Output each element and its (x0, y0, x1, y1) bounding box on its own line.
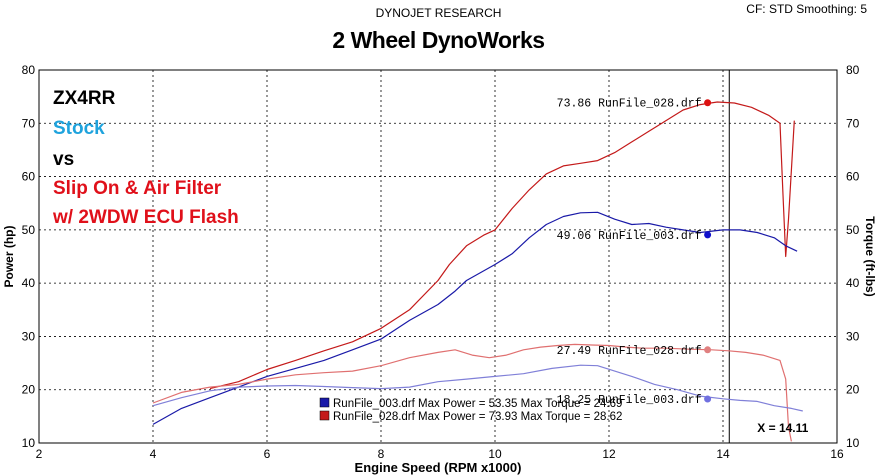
chart-title: 2 Wheel DynoWorks (332, 27, 545, 53)
point-label: 73.86 RunFile_028.drf (557, 98, 702, 111)
series-lines (152, 101, 803, 442)
y-tick-label-left: 30 (22, 329, 36, 343)
x-tick-label: 2 (36, 447, 43, 461)
y-tick-label-left: 70 (22, 116, 36, 130)
legend-swatch (319, 397, 330, 408)
legend: RunFile_003.drf Max Power = 53.35 Max To… (319, 397, 622, 423)
annotation-mods: Slip On & Air Filter (53, 178, 222, 199)
x-tick-label: 12 (602, 447, 616, 461)
series-torque-runfile-028-drf (152, 343, 792, 442)
point-labels: 73.86 RunFile_028.drf 49.06 RunFile_003.d… (557, 98, 702, 407)
annotation-ecu-flash: w/ 2WDW ECU Flash (53, 207, 239, 228)
run-marker (704, 346, 712, 354)
series-power-runfile-003-drf (152, 211, 798, 425)
run-marker (704, 395, 712, 403)
annotation-stock: Stock (53, 118, 105, 139)
y-tick-label-right: 60 (846, 170, 860, 184)
y-tick-label-right: 50 (846, 223, 860, 237)
point-label: 18.25 RunFile_003.drf (557, 394, 702, 407)
y-tick-label-right: 70 (846, 116, 860, 130)
y-tick-label-right: 80 (846, 63, 860, 77)
y-tick-label-right: 20 (846, 383, 860, 397)
cursor-readout: X = 14.11 (757, 421, 808, 435)
series-power-runfile-028-drf (209, 101, 795, 390)
y-tick-label-left: 40 (22, 276, 36, 290)
run-marker (704, 99, 712, 107)
x-tick-label: 4 (150, 447, 157, 461)
y-axis-label-left: Power (hp) (2, 225, 16, 287)
y-tick-label-left: 80 (22, 63, 36, 77)
dynojet-research-label: DYNOJET RESEARCH (375, 6, 502, 20)
point-label: 27.49 RunFile_028.drf (557, 345, 702, 358)
annotation-model: ZX4RR (53, 88, 116, 109)
legend-entry: RunFile_028.drf Max Power = 73.93 Max To… (333, 411, 622, 423)
y-tick-label-right: 40 (846, 276, 860, 290)
legend-entry: RunFile_003.drf Max Power = 53.35 Max To… (333, 398, 622, 410)
y-tick-label-left: 20 (22, 383, 36, 397)
x-tick-label: 10 (488, 447, 502, 461)
y-tick-label-left: 10 (22, 436, 36, 450)
legend-swatch (319, 410, 330, 421)
annotation-vs: vs (53, 149, 75, 170)
correction-smoothing-info: CF: STD Smoothing: 5 (746, 2, 867, 16)
grid (39, 70, 837, 443)
x-tick-label: 14 (716, 447, 730, 461)
plot-frame (38, 69, 838, 444)
point-label: 49.06 RunFile_003.drf (557, 230, 702, 243)
y-tick-label-right: 30 (846, 329, 860, 343)
run-markers (704, 99, 712, 403)
x-tick-label: 6 (264, 447, 271, 461)
y-axis-label-right: Torque (ft-lbs) (863, 216, 877, 296)
x-axis-label: Engine Speed (RPM x1000) (355, 460, 522, 475)
y-tick-label-left: 50 (22, 223, 36, 237)
series-torque-runfile-003-drf (152, 364, 803, 412)
x-tick-label: 8 (378, 447, 385, 461)
run-marker (704, 231, 712, 239)
y-tick-label-left: 60 (22, 170, 36, 184)
y-tick-label-right: 10 (846, 436, 860, 450)
x-tick-label: 16 (830, 447, 844, 461)
